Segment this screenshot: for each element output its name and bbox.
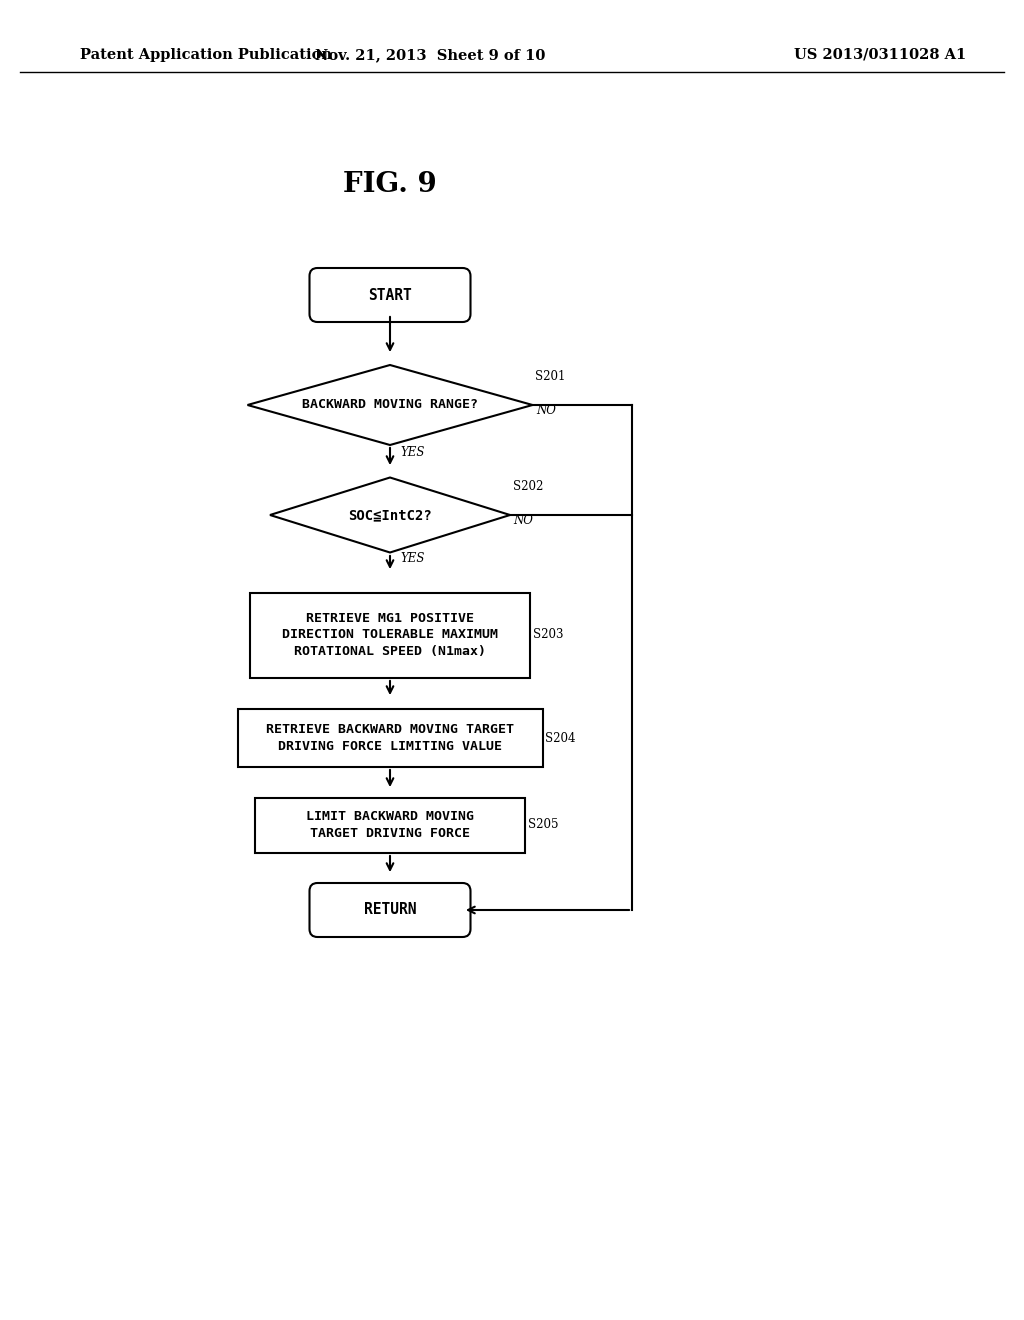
Bar — [255, 797, 525, 853]
Text: S205: S205 — [528, 818, 558, 832]
Text: FIG. 9: FIG. 9 — [343, 172, 437, 198]
Text: S204: S204 — [545, 731, 575, 744]
Text: RETURN: RETURN — [364, 903, 416, 917]
Bar — [250, 593, 530, 677]
Text: RETRIEVE MG1 POSITIVE
DIRECTION TOLERABLE MAXIMUM
ROTATIONAL SPEED (N1max): RETRIEVE MG1 POSITIVE DIRECTION TOLERABL… — [282, 611, 498, 659]
Text: BACKWARD MOVING RANGE?: BACKWARD MOVING RANGE? — [302, 399, 478, 412]
Bar — [238, 709, 543, 767]
Text: Patent Application Publication: Patent Application Publication — [80, 48, 332, 62]
Text: Nov. 21, 2013  Sheet 9 of 10: Nov. 21, 2013 Sheet 9 of 10 — [314, 48, 545, 62]
Text: S202: S202 — [513, 480, 544, 494]
Text: S203: S203 — [534, 628, 563, 642]
Text: RETRIEVE BACKWARD MOVING TARGET
DRIVING FORCE LIMITING VALUE: RETRIEVE BACKWARD MOVING TARGET DRIVING … — [266, 723, 514, 752]
Text: LIMIT BACKWARD MOVING
TARGET DRIVING FORCE: LIMIT BACKWARD MOVING TARGET DRIVING FOR… — [306, 810, 474, 840]
Text: US 2013/0311028 A1: US 2013/0311028 A1 — [794, 48, 966, 62]
Text: YES: YES — [400, 446, 424, 458]
Text: YES: YES — [400, 552, 424, 565]
Text: SOC≦IntC2?: SOC≦IntC2? — [348, 508, 432, 521]
Text: NO: NO — [536, 404, 556, 417]
Text: NO: NO — [513, 515, 532, 528]
FancyBboxPatch shape — [309, 883, 470, 937]
Text: S201: S201 — [535, 371, 565, 384]
FancyBboxPatch shape — [309, 268, 470, 322]
Text: START: START — [368, 288, 412, 302]
